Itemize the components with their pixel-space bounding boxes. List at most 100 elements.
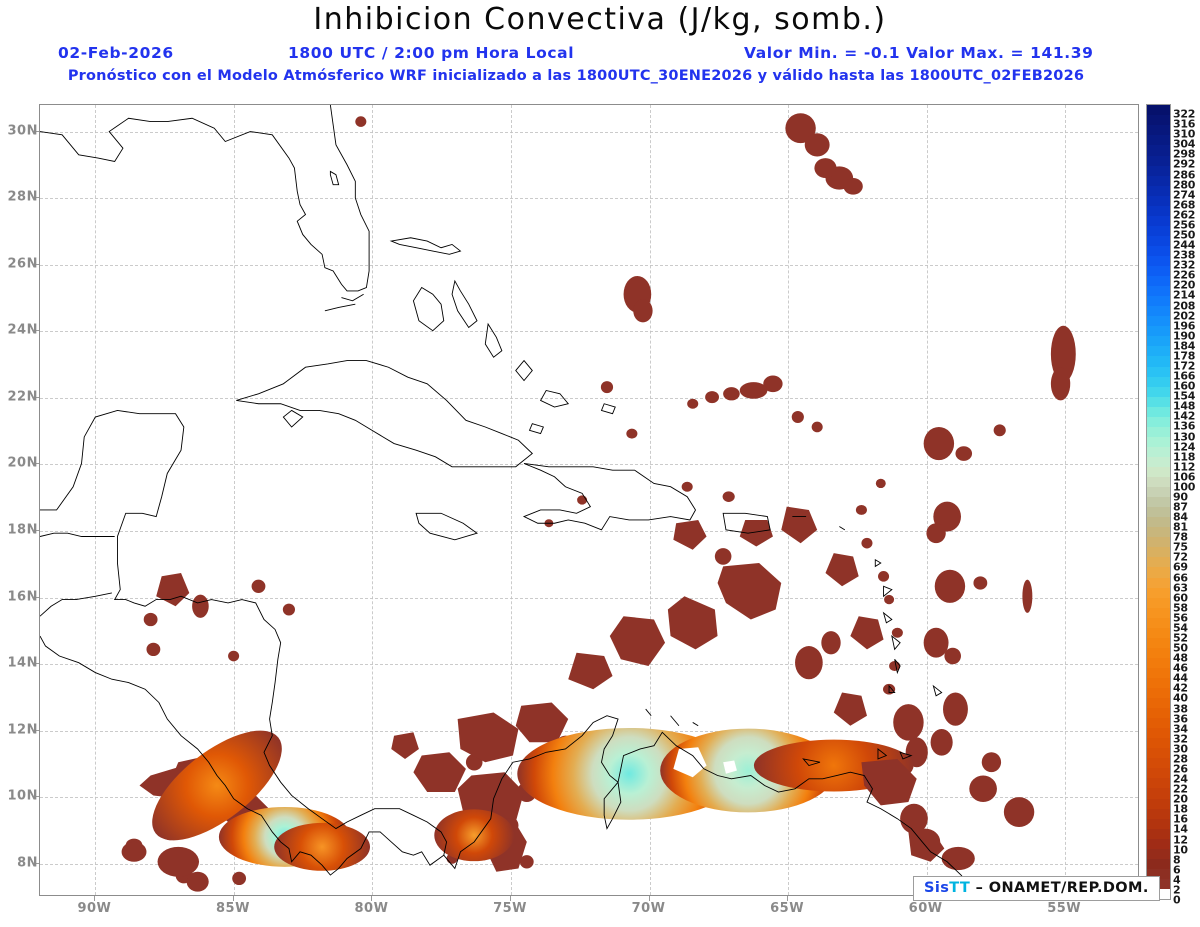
cin-contour-patch — [891, 627, 903, 638]
colorbar-swatch — [1147, 728, 1170, 739]
coastline — [932, 684, 943, 697]
cin-contour-patch — [714, 548, 732, 565]
colorbar-label: 280 — [1173, 178, 1196, 192]
cin-contour-patch — [681, 481, 693, 492]
tick-lon — [94, 896, 96, 901]
map-plot-area[interactable] — [39, 104, 1139, 896]
colorbar-label: 18 — [1173, 802, 1188, 816]
cin-contour-patch — [850, 616, 884, 650]
cin-contour-patch — [251, 579, 266, 593]
colorbar-swatch — [1147, 657, 1170, 668]
colorbar-label: 316 — [1173, 117, 1196, 131]
cin-contour-patch — [855, 504, 867, 515]
colorbar-label: 75 — [1173, 540, 1188, 554]
colorbar-swatch — [1147, 296, 1170, 307]
colorbar-label: 292 — [1173, 157, 1196, 171]
tick-lat — [34, 263, 39, 265]
cin-contour-patch — [626, 428, 638, 439]
axis-label-lat: 12N — [7, 722, 38, 738]
coastline — [888, 684, 896, 693]
cin-contour-patch — [1003, 797, 1035, 827]
cin-contour-patch — [544, 519, 554, 528]
cin-contour-patch — [139, 765, 198, 799]
coastline — [282, 409, 304, 428]
cin-maximum-core — [660, 728, 836, 813]
cin-contour-patch — [923, 426, 955, 461]
colorbar-label: 50 — [1173, 641, 1188, 655]
colorbar-label: 322 — [1173, 107, 1196, 121]
colorbar-label: 14 — [1173, 822, 1188, 836]
coastline-layer — [40, 105, 979, 895]
colorbar-swatch — [1147, 386, 1170, 397]
cin-warm-patch — [152, 730, 282, 841]
colorbar-swatch — [1147, 165, 1170, 176]
credit-badge: SisTT – ONAMET/REP.DOM. — [913, 876, 1160, 901]
cin-contour-patch — [739, 519, 773, 547]
cin-contour-patch — [861, 758, 917, 806]
cin-contour-patch — [156, 573, 190, 607]
coastline — [894, 659, 901, 675]
coastline — [40, 409, 448, 876]
colorbar[interactable] — [1146, 104, 1171, 900]
tick-lat — [34, 596, 39, 598]
cin-contour-patch — [875, 478, 886, 489]
coastline — [522, 463, 697, 531]
colorbar-label: 286 — [1173, 168, 1196, 182]
colorbar-swatch — [1147, 487, 1170, 498]
colorbar-swatch — [1147, 245, 1170, 256]
cin-contour-patch — [457, 712, 519, 763]
colorbar-swatch — [1147, 276, 1170, 287]
axis-label-lon: 55W — [1047, 901, 1082, 916]
cin-warm-patch — [753, 739, 914, 792]
colorbar-label: 28 — [1173, 752, 1188, 766]
cin-contour-patch — [391, 732, 419, 759]
colorbar-swatch — [1147, 758, 1170, 769]
cin-warm-patch — [434, 809, 515, 862]
colorbar-label: 4 — [1173, 873, 1181, 887]
coastline — [882, 611, 893, 624]
colorbar-swatch — [1147, 326, 1170, 337]
colorbar-swatch — [1147, 125, 1170, 136]
colorbar-swatch — [1147, 587, 1170, 598]
colorbar-swatch — [1147, 597, 1170, 608]
colorbar-label: 130 — [1173, 430, 1196, 443]
colorbar-swatch — [1147, 205, 1170, 216]
colorbar-swatch — [1147, 808, 1170, 819]
cin-maximum-core — [517, 727, 741, 820]
colorbar-label: 56 — [1173, 611, 1188, 625]
cin-contour-patch — [1022, 579, 1033, 613]
credit-agency-text: – ONAMET/REP.DOM. — [975, 880, 1149, 896]
cin-contour-patch — [125, 838, 143, 852]
gridline-lon — [649, 105, 651, 895]
colorbar-label: 118 — [1173, 450, 1196, 464]
coastline — [451, 279, 478, 329]
cin-contour-patch — [811, 421, 823, 433]
cin-contour-patch — [722, 491, 735, 502]
colorbar-swatch — [1147, 627, 1170, 638]
cin-contour-patch — [941, 846, 975, 871]
cin-contour-patch — [476, 835, 489, 848]
colorbar-label: 42 — [1173, 681, 1188, 695]
cin-contour-patch — [609, 616, 666, 666]
cin-contour-patch — [717, 563, 782, 620]
tick-lat — [34, 796, 39, 798]
cin-contour-patch — [785, 113, 816, 144]
cin-contour-patch — [909, 828, 941, 856]
colorbar-swatch — [1147, 718, 1170, 729]
colorbar-label: 38 — [1173, 702, 1188, 716]
tick-lat — [34, 330, 39, 332]
colorbar-label: 0 — [1173, 893, 1181, 907]
coastline — [600, 403, 616, 415]
cin-contour-patch — [884, 594, 895, 605]
cin-contour-patch — [1050, 367, 1071, 401]
cin-contour-patch — [973, 576, 988, 590]
colorbar-label: 304 — [1173, 137, 1196, 151]
colorbar-swatch — [1147, 436, 1170, 447]
colorbar-swatch — [1147, 497, 1170, 508]
axis-label-lat: 10N — [7, 788, 38, 804]
gridline-lat — [40, 530, 1138, 532]
cin-contour-patch — [993, 424, 1006, 437]
colorbar-swatch — [1147, 356, 1170, 367]
coastline — [324, 303, 356, 312]
gridline-lon — [788, 105, 790, 895]
